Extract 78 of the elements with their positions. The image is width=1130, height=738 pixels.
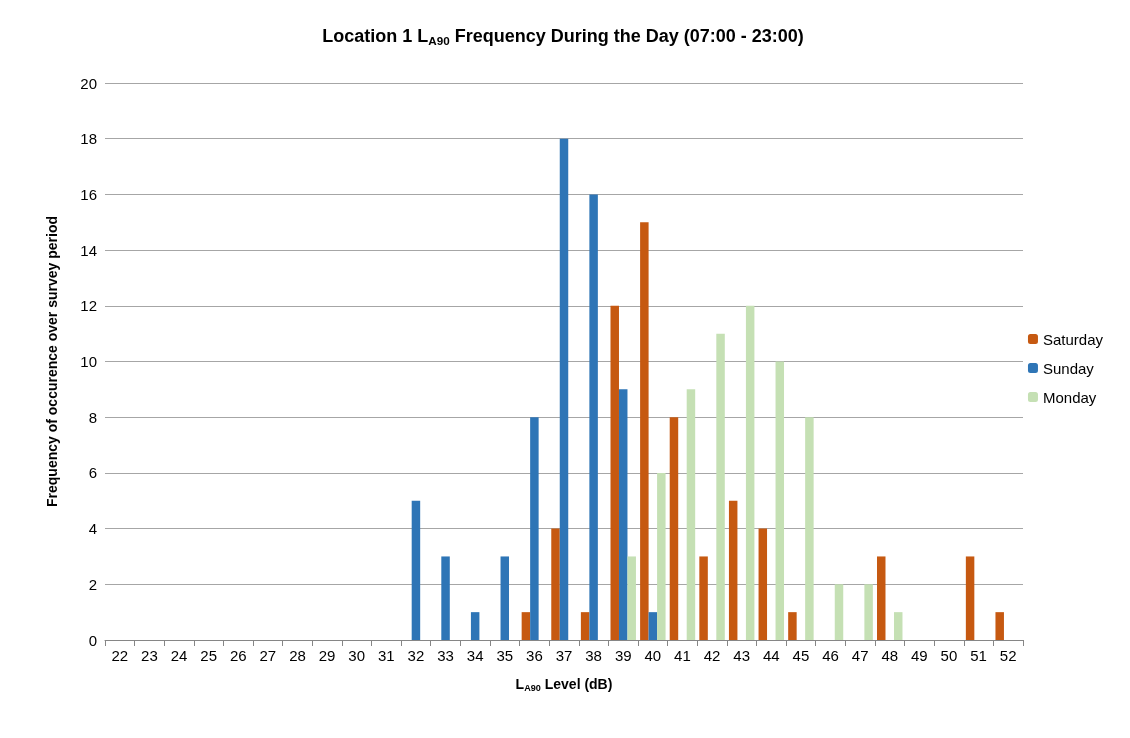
x-tick-label: 38 xyxy=(585,647,602,664)
bar xyxy=(521,612,531,640)
bar xyxy=(610,305,619,640)
x-tick-label: 36 xyxy=(526,647,543,664)
x-tick-label: 50 xyxy=(940,647,958,664)
y-tick-label: 2 xyxy=(88,575,97,593)
x-tick-label: 39 xyxy=(614,647,632,664)
bar xyxy=(589,194,598,640)
x-tick-label: 40 xyxy=(644,647,662,664)
bar xyxy=(618,389,628,640)
bar xyxy=(745,305,755,640)
bar xyxy=(470,612,480,640)
y-tick-label: 4 xyxy=(88,520,97,538)
bar xyxy=(559,138,569,640)
bar xyxy=(699,556,708,640)
x-tick-label: 42 xyxy=(703,647,721,664)
y-tick-label: 12 xyxy=(80,297,97,315)
x-tick-label: 25 xyxy=(200,647,217,664)
x-tick-label: 51 xyxy=(970,647,987,664)
bar xyxy=(657,472,666,640)
bar xyxy=(640,222,649,640)
bar xyxy=(411,500,421,640)
x-tick-label: 30 xyxy=(348,647,366,664)
x-tick-label: 33 xyxy=(437,647,454,664)
x-tick-label: 44 xyxy=(762,647,780,664)
x-tick-label: 41 xyxy=(674,647,691,664)
bar xyxy=(728,500,738,640)
x-tick-label: 27 xyxy=(259,647,277,664)
legend-label: Saturday xyxy=(1042,330,1104,348)
bar xyxy=(995,612,1004,640)
bar xyxy=(530,417,539,640)
bar xyxy=(716,333,725,640)
bar xyxy=(500,556,510,640)
x-tick-label: 31 xyxy=(377,647,395,664)
bar xyxy=(805,417,814,640)
y-tick-label: 6 xyxy=(88,464,97,482)
x-tick-label: 48 xyxy=(881,647,899,664)
y-tick-label: 16 xyxy=(80,185,97,203)
y-tick-label: 8 xyxy=(88,408,97,426)
x-tick-label: 37 xyxy=(555,647,573,664)
x-tick-label: 24 xyxy=(170,647,188,664)
y-axis-title: Frequency of occurence over survey period xyxy=(44,216,60,507)
bar xyxy=(788,612,797,640)
x-tick-label: 35 xyxy=(496,647,514,664)
bar xyxy=(551,528,560,640)
bar xyxy=(627,556,636,640)
bar xyxy=(775,361,785,640)
bar xyxy=(965,556,975,640)
x-tick-label: 43 xyxy=(733,647,751,664)
x-tick-label: 34 xyxy=(466,647,484,664)
x-tick-label: 23 xyxy=(141,647,158,664)
bar xyxy=(669,417,679,640)
y-tick-label: 18 xyxy=(80,130,97,148)
x-tick-label: 47 xyxy=(851,647,869,664)
y-tick-label: 10 xyxy=(80,353,97,370)
x-tick-label: 22 xyxy=(111,647,129,664)
bar xyxy=(580,612,590,640)
bar xyxy=(893,612,903,640)
x-tick-label: 49 xyxy=(911,647,928,664)
x-tick-label: 45 xyxy=(792,647,810,664)
bar xyxy=(648,612,658,640)
x-tick-label: 29 xyxy=(318,647,336,664)
y-tick-label: 14 xyxy=(80,241,97,259)
bar xyxy=(758,528,768,640)
x-tick-label: 52 xyxy=(999,647,1017,664)
y-tick-label: 0 xyxy=(88,631,97,649)
legend-label: Monday xyxy=(1042,388,1097,406)
x-tick-label: 28 xyxy=(289,647,306,664)
bar xyxy=(834,584,844,640)
legend-label: Sunday xyxy=(1042,359,1095,377)
bar xyxy=(877,556,886,640)
x-tick-label: 26 xyxy=(229,647,247,664)
y-tick-label: 20 xyxy=(80,74,97,92)
bar xyxy=(686,389,696,640)
bar xyxy=(441,556,450,640)
x-tick-label: 32 xyxy=(407,647,425,664)
x-tick-label: 46 xyxy=(822,647,839,664)
bar xyxy=(864,584,873,640)
